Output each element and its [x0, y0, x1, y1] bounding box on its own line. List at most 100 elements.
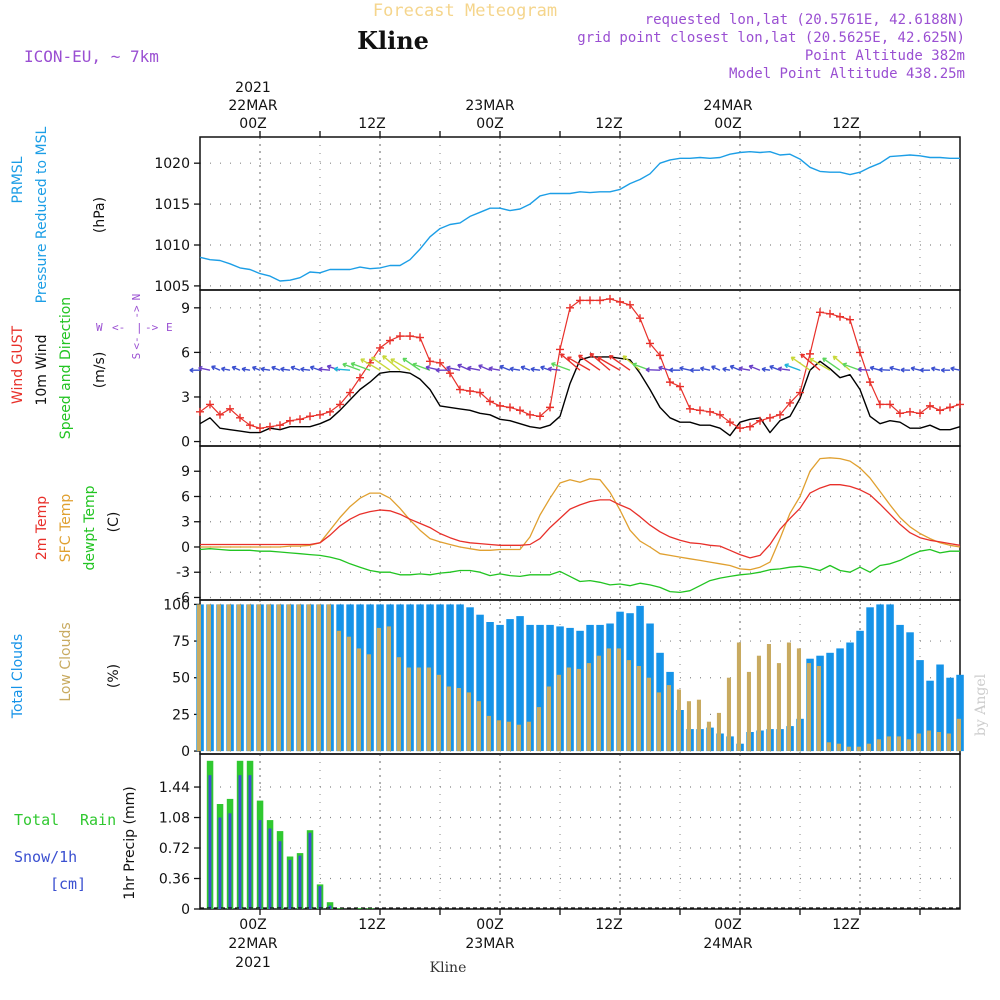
station-name: Kline — [357, 26, 429, 55]
total-cloud-bar — [856, 630, 864, 752]
bottom-hour-label-12z-1: 12Z — [358, 917, 385, 933]
forecast-title: Forecast Meteogram — [373, 1, 557, 21]
panel-pressure: 1005 1010 1015 1020 — [154, 136, 961, 295]
low-cloud-bar — [836, 743, 841, 751]
ytick-label-pressure-1: 1010 — [154, 238, 190, 254]
wind-direction-arrow — [777, 366, 791, 372]
wind-direction-arrow — [950, 366, 961, 372]
gust-marker — [676, 382, 684, 391]
ytick-label-precip-2: 0.72 — [159, 841, 190, 857]
gust-marker — [386, 336, 394, 345]
bottom-hour-label-00z-3: 00Z — [714, 917, 741, 933]
wind-direction-arrow — [658, 365, 671, 371]
top-date-label-23mar: 23MAR — [465, 98, 514, 114]
low-cloud-bar — [206, 604, 211, 752]
ytick-label-precip-3: 1.08 — [159, 811, 190, 827]
wind-direction-arrow — [669, 367, 681, 373]
wind-direction-arrow — [211, 365, 221, 371]
wind-direction-arrow — [457, 363, 471, 371]
compass-west-label: W — [96, 321, 103, 334]
low-cloud-bar — [646, 677, 651, 751]
gust-marker — [946, 403, 954, 412]
plot-layer: 10051010101510200369-6-30369025507510000… — [154, 131, 964, 918]
precip-rain-bar — [308, 832, 312, 909]
total-cloud-bar — [826, 652, 834, 752]
gust-marker — [906, 407, 914, 416]
precip-label-cm: [cm] — [50, 875, 86, 893]
low-cloud-bar — [746, 671, 751, 752]
total-cloud-bar — [526, 624, 534, 751]
gust-marker — [296, 415, 304, 424]
pressure-unit: (hPa) — [92, 197, 108, 233]
wind-direction-arrow — [499, 364, 511, 371]
precip-rain-bar — [328, 905, 332, 909]
gust-marker — [816, 308, 824, 317]
gust-marker — [656, 351, 664, 360]
wind-label-speed-direction: Speed and Direction — [58, 297, 74, 439]
total-cloud-bar — [916, 660, 924, 751]
gust-marker — [496, 401, 504, 410]
gust-marker — [376, 343, 384, 352]
gust-marker — [876, 400, 884, 409]
gust-marker — [646, 339, 654, 348]
low-cloud-bar — [266, 604, 271, 752]
wind-direction-arrow — [488, 366, 501, 372]
wind-direction-arrow — [940, 367, 951, 373]
precip-unit: 1hr Precip (mm) — [122, 786, 138, 899]
model-altitude: Model Point Altitude 438.25m — [729, 66, 965, 82]
total-cloud-bar — [466, 607, 474, 751]
wind-direction-arrow — [350, 361, 371, 371]
temp-label-2m: 2m Temp — [34, 496, 50, 560]
low-cloud-bar — [366, 654, 371, 752]
wind-direction-arrow — [738, 366, 751, 372]
ytick-label-wind-3: 9 — [181, 301, 190, 317]
low-cloud-bar — [346, 636, 351, 752]
gust-marker — [436, 358, 444, 367]
precip-rain-bar — [258, 820, 262, 909]
low-cloud-bar — [956, 718, 961, 752]
wind-direction-arrow — [198, 365, 211, 372]
low-cloud-bar — [306, 604, 311, 752]
bottom-hour-label-00z-1: 00Z — [239, 917, 266, 933]
gust-marker — [896, 409, 904, 418]
low-cloud-bar — [436, 674, 441, 752]
low-cloud-bar — [606, 648, 611, 752]
gust-marker — [846, 315, 854, 324]
precip-rain-bar — [278, 841, 282, 909]
gust-marker — [716, 410, 724, 419]
total-cloud-bar — [946, 677, 954, 751]
top-date-label-24mar: 24MAR — [703, 98, 752, 114]
low-cloud-bar — [256, 604, 261, 752]
low-cloud-bar — [686, 701, 691, 752]
wind-direction-arrow — [318, 366, 331, 373]
low-cloud-bar — [796, 648, 801, 752]
wind-direction-arrow — [520, 365, 531, 371]
bottom-hour-label-12z-3: 12Z — [832, 917, 859, 933]
wind-direction-arrow — [748, 364, 761, 371]
top-hour-label-00z-3: 00Z — [714, 116, 741, 132]
wind-direction-arrow — [832, 355, 851, 371]
compass-north-arrow: -> — [130, 305, 143, 319]
low-cloud-bar — [716, 712, 721, 751]
wind-direction-arrow — [280, 366, 291, 372]
precip-rain-bar — [268, 828, 272, 909]
gust-marker — [776, 410, 784, 419]
wind-direction-arrow — [722, 366, 731, 373]
low-cloud-bar — [706, 721, 711, 751]
ytick-label-temp-3: 3 — [181, 515, 190, 531]
ytick-label-clouds-1: 25 — [172, 707, 190, 723]
gust-marker — [326, 407, 334, 416]
low-cloud-bar — [276, 604, 281, 752]
precip-rain-bar — [238, 775, 242, 909]
total-cloud-bar — [456, 604, 464, 752]
gust-marker — [266, 422, 274, 431]
total-cloud-bar — [496, 624, 504, 751]
gust-marker — [746, 422, 754, 431]
low-cloud-bar — [616, 648, 621, 752]
wind-direction-arrow — [679, 365, 691, 372]
top-hour-label-00z-1: 00Z — [239, 116, 266, 132]
series-2m-temp-line — [200, 484, 961, 559]
wind-direction-arrow — [241, 366, 251, 372]
gust-marker — [526, 410, 534, 419]
